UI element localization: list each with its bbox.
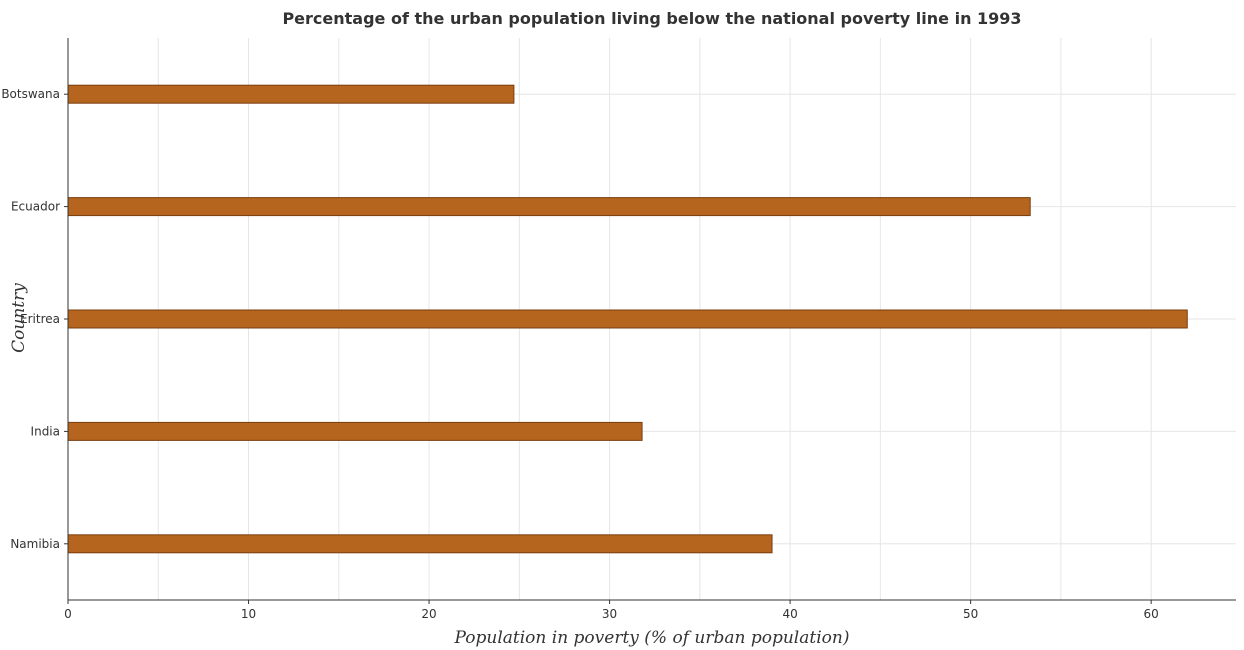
x-tick-label: 60 bbox=[1144, 607, 1159, 621]
bars bbox=[67, 84, 1188, 554]
bar-eritrea bbox=[67, 309, 1188, 329]
x-tick-label: 40 bbox=[782, 607, 797, 621]
y-tick-label: Botswana bbox=[1, 87, 60, 101]
bar-botswana bbox=[67, 84, 515, 104]
y-tick-label: Namibia bbox=[10, 537, 60, 551]
x-tick-label: 50 bbox=[963, 607, 978, 621]
x-tick-label: 30 bbox=[602, 607, 617, 621]
bar-india bbox=[67, 421, 643, 441]
y-axis-title: Country bbox=[9, 283, 29, 353]
x-tick-label: 10 bbox=[241, 607, 256, 621]
x-tick-label: 0 bbox=[64, 607, 72, 621]
chart-title: Percentage of the urban population livin… bbox=[282, 9, 1021, 28]
y-tick-label: Ecuador bbox=[11, 200, 60, 214]
y-tick-label: India bbox=[31, 424, 60, 438]
x-ticks: 0 10 20 30 40 50 60 bbox=[64, 600, 1159, 621]
y-ticks: Botswana Ecuador Eritrea India Namibia bbox=[1, 87, 68, 551]
bar-namibia bbox=[67, 534, 773, 554]
bar-ecuador bbox=[67, 197, 1031, 217]
x-axis-title: Population in poverty (% of urban popula… bbox=[454, 628, 850, 648]
y-tick-label: Eritrea bbox=[20, 312, 60, 326]
x-tick-label: 20 bbox=[421, 607, 436, 621]
